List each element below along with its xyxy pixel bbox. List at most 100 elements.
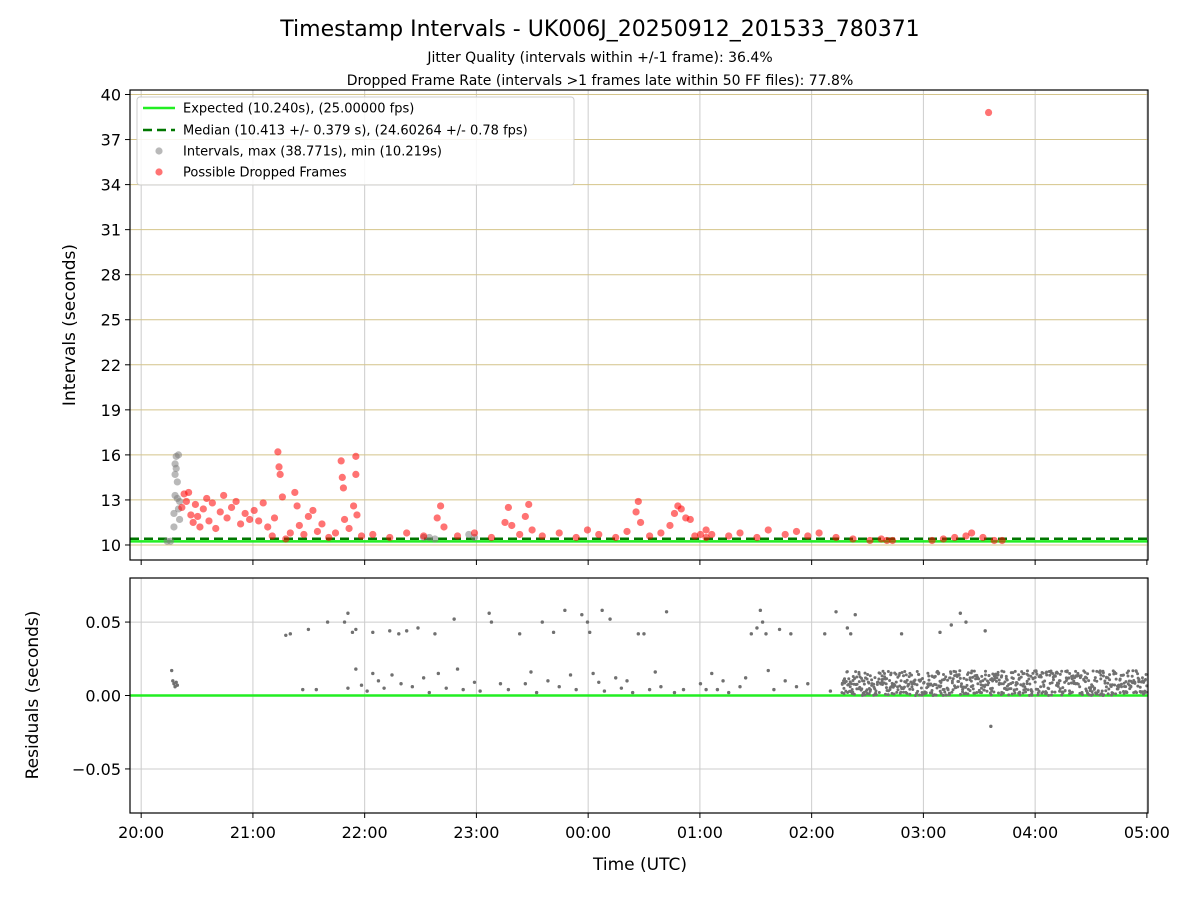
x-tick-label: 20:00	[118, 823, 164, 842]
residual-point	[749, 632, 754, 636]
residual-point	[906, 682, 910, 686]
residual-point	[382, 686, 386, 690]
residual-point	[964, 620, 968, 624]
dropped-frame-point	[304, 512, 312, 521]
residual-point	[1031, 671, 1035, 675]
x-tick-label: 03:00	[900, 823, 946, 842]
legend-box	[136, 96, 575, 186]
residual-point	[946, 678, 950, 682]
intervals-y-tick-label: 16	[101, 446, 121, 465]
residual-point	[948, 676, 952, 680]
dropped-frame-point	[521, 512, 529, 521]
dropped-frame-point	[866, 536, 874, 545]
residual-point	[591, 671, 595, 676]
x-tick-label: 04:00	[1012, 823, 1058, 842]
residual-point	[919, 686, 923, 690]
residual-point	[764, 632, 768, 636]
residual-point	[738, 684, 742, 689]
residual-point	[855, 675, 859, 679]
dropped-frame-point	[849, 535, 857, 543]
residuals-y-axis-label: Residuals (seconds)	[23, 611, 43, 780]
residual-point	[1103, 681, 1107, 685]
dropped-frame-point	[268, 532, 276, 540]
dropped-frame-point	[259, 499, 267, 507]
intervals-y-tick-label: 34	[101, 176, 121, 195]
residual-point	[1135, 691, 1139, 695]
residual-point	[966, 671, 970, 675]
residual-point	[1044, 691, 1048, 695]
residual-point	[1111, 691, 1115, 695]
residual-point	[918, 679, 922, 683]
residual-point	[1140, 676, 1144, 680]
residual-point	[1050, 681, 1054, 685]
residual-point	[951, 688, 955, 692]
residual-point	[1091, 693, 1095, 697]
residual-point	[939, 691, 943, 695]
residual-point	[908, 692, 912, 696]
residual-point	[943, 690, 947, 694]
residual-point	[847, 677, 851, 681]
residual-point	[284, 633, 288, 637]
legend-entry: Expected (10.240s), (25.00000 fps)	[183, 102, 414, 117]
dropped-frame-point	[189, 518, 197, 527]
residual-point	[900, 671, 904, 675]
dropped-frame-point	[208, 499, 216, 507]
residual-point	[371, 630, 375, 635]
dropped-frame-point	[318, 520, 326, 528]
residual-point	[1058, 687, 1062, 691]
dropped-frame-point	[232, 497, 240, 506]
residual-point	[1053, 674, 1057, 678]
residual-point	[1108, 673, 1112, 677]
residual-point	[1047, 693, 1051, 697]
residual-point	[983, 629, 987, 633]
residual-point	[828, 689, 833, 693]
residual-point	[941, 673, 945, 677]
residual-point	[1012, 689, 1016, 693]
residual-point	[857, 670, 861, 674]
residual-point	[850, 688, 854, 692]
residual-point	[899, 679, 903, 683]
dropped-frame-point	[331, 529, 340, 537]
legend-intervals-swatch	[155, 147, 163, 155]
residual-point	[944, 675, 948, 679]
residual-point	[913, 678, 917, 682]
residual-point	[1028, 682, 1032, 686]
residual-point	[1144, 690, 1148, 694]
residual-point	[874, 689, 878, 693]
residual-point	[942, 688, 946, 692]
legend-entry: Possible Dropped Frames	[183, 166, 347, 181]
residuals-y-tick-label: 0.05	[85, 613, 121, 632]
dropped-frame-point	[696, 530, 705, 539]
residual-point	[959, 685, 963, 689]
residual-point	[614, 676, 618, 680]
residual-point	[1022, 672, 1026, 676]
residual-point	[862, 682, 866, 686]
chart-subtitle-dropped: Dropped Frame Rate (intervals >1 frames …	[347, 73, 854, 89]
residual-point	[1102, 693, 1106, 697]
residual-point	[1011, 677, 1015, 681]
residual-point	[936, 672, 940, 676]
residual-point	[388, 629, 392, 633]
residual-point	[916, 672, 920, 676]
residual-point	[506, 687, 511, 692]
residual-point	[1114, 692, 1118, 696]
residual-point	[1056, 684, 1060, 688]
residual-point	[849, 682, 853, 686]
residual-point	[991, 672, 995, 676]
residual-point	[619, 686, 624, 690]
residual-point	[489, 620, 494, 624]
residual-point	[1137, 680, 1141, 684]
residual-point	[851, 690, 855, 694]
residual-point	[580, 613, 584, 617]
residual-point	[965, 683, 969, 687]
residual-point	[863, 693, 867, 697]
intervals-y-tick-label: 22	[101, 356, 121, 375]
residual-point	[1095, 669, 1099, 673]
interval-point	[175, 515, 184, 524]
residual-point	[529, 670, 533, 674]
dropped-frame-point	[278, 493, 287, 501]
residual-point	[1060, 669, 1064, 673]
residual-point	[1099, 673, 1103, 677]
residual-point	[1065, 670, 1069, 674]
